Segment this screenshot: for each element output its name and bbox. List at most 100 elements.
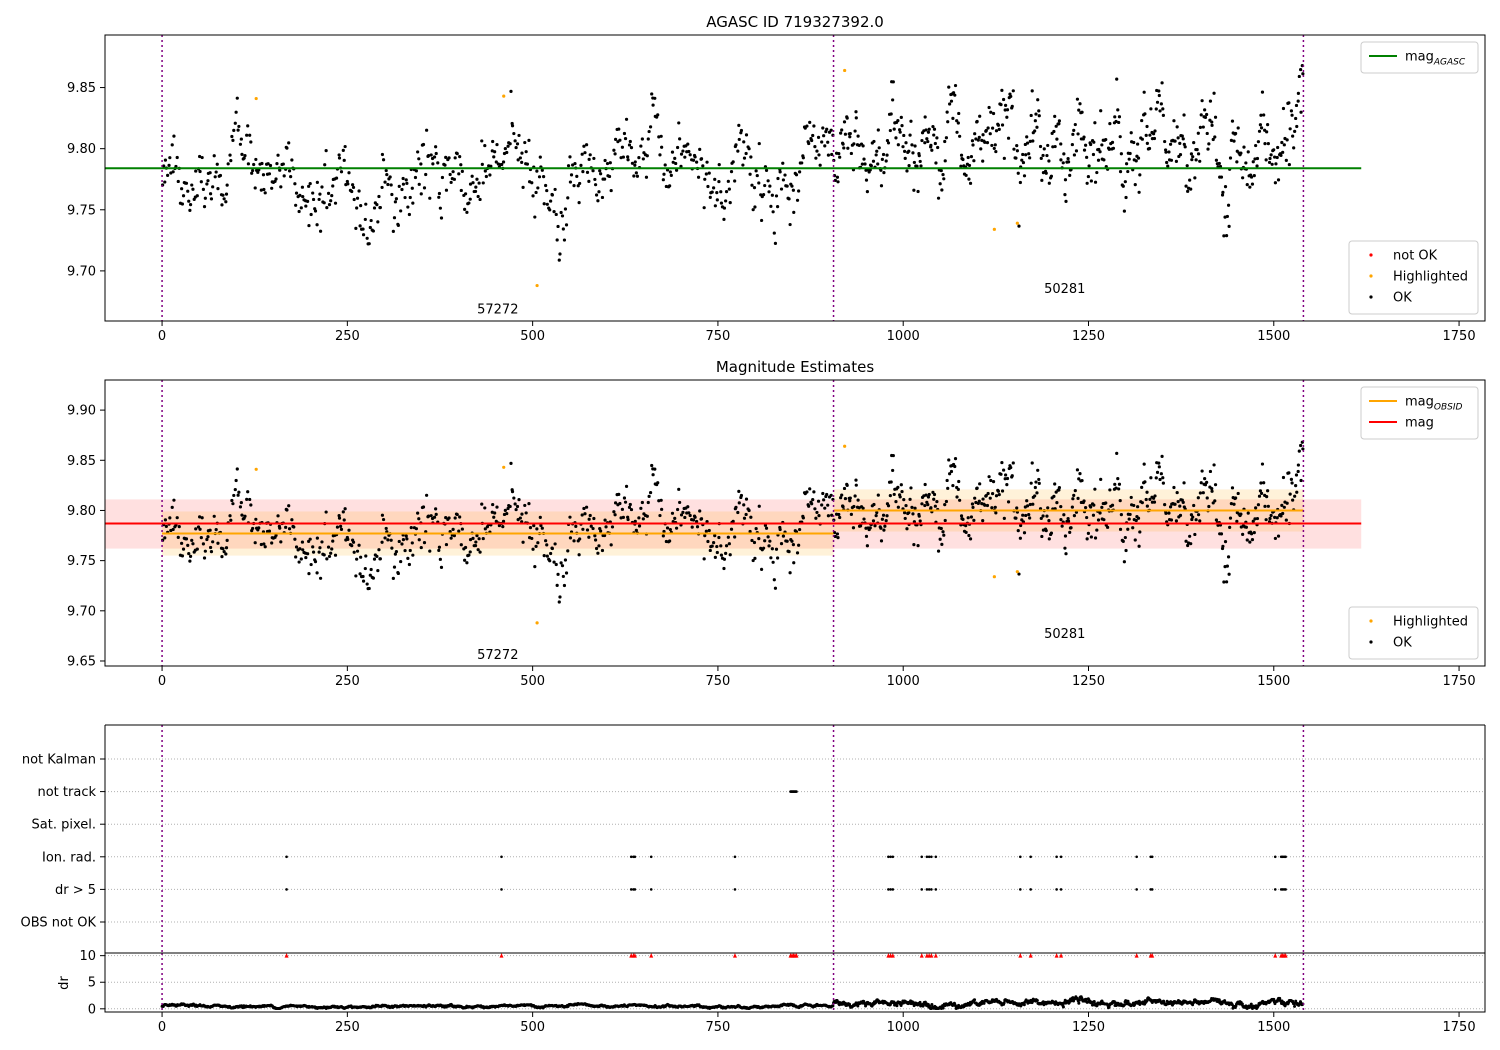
ok-point — [801, 516, 805, 520]
ok-point — [916, 189, 920, 194]
ok-point — [276, 153, 280, 157]
ok-point — [817, 513, 821, 518]
ok-point — [647, 129, 651, 134]
ok-point — [1268, 516, 1272, 521]
ok-point — [536, 541, 540, 545]
ok-point — [1006, 136, 1011, 140]
ok-point — [545, 188, 549, 193]
ok-point — [1037, 114, 1041, 118]
ok-point — [337, 156, 342, 160]
ok-point — [1168, 142, 1173, 146]
ok-point — [1053, 114, 1057, 118]
ok-point — [712, 186, 716, 190]
ok-point — [396, 223, 400, 227]
ok-point — [750, 538, 754, 543]
ok-point — [1028, 502, 1032, 507]
ok-point — [949, 469, 954, 474]
ok-point — [900, 489, 904, 494]
ok-point — [318, 576, 323, 580]
ok-point — [465, 561, 469, 565]
ok-point — [594, 546, 599, 551]
clipped-marker — [1054, 953, 1059, 958]
ok-point — [1040, 178, 1044, 182]
ok-point — [162, 164, 166, 168]
ok-point — [843, 496, 848, 501]
ok-point — [246, 124, 250, 128]
ok-point — [706, 539, 710, 544]
ok-point — [754, 527, 758, 531]
ok-point — [862, 157, 866, 161]
ok-point — [200, 516, 204, 520]
ok-point — [428, 549, 432, 553]
ok-point — [1005, 483, 1009, 487]
ok-point — [500, 162, 504, 167]
ok-point — [1163, 503, 1167, 507]
ok-point — [912, 160, 916, 165]
x-tick-label: 250 — [335, 674, 360, 689]
ok-point — [861, 144, 865, 148]
flag-point — [927, 888, 931, 891]
ok-point — [476, 548, 480, 552]
ok-point — [710, 190, 714, 194]
ok-point — [970, 139, 975, 143]
ok-point — [181, 194, 186, 198]
ok-point — [198, 515, 202, 519]
ok-point — [908, 497, 912, 501]
ok-point — [622, 496, 627, 500]
ok-point — [715, 198, 719, 202]
ok-point — [378, 205, 382, 210]
ok-point — [531, 547, 535, 551]
ok-point — [363, 566, 367, 571]
ok-point — [553, 187, 557, 192]
ok-point — [843, 132, 848, 136]
ok-point — [739, 128, 744, 133]
ok-point — [473, 543, 478, 548]
ok-point — [239, 137, 243, 141]
ok-point — [788, 571, 792, 575]
ok-point — [354, 574, 358, 578]
flag-point — [500, 855, 503, 859]
ok-point — [973, 496, 977, 500]
ok-point — [612, 510, 616, 514]
ok-point — [460, 527, 464, 531]
flag-point — [930, 888, 933, 891]
ok-point — [1091, 152, 1096, 157]
ok-point — [763, 523, 768, 527]
ok-point — [371, 576, 375, 580]
ok-point — [904, 141, 908, 145]
ok-point — [566, 196, 570, 200]
ok-point — [978, 114, 982, 118]
ok-point — [1066, 160, 1071, 164]
ok-point — [363, 217, 367, 222]
ok-point — [246, 162, 251, 166]
ok-point — [1190, 517, 1194, 522]
ok-point — [184, 181, 189, 185]
ok-point — [318, 546, 322, 550]
ok-point — [657, 499, 661, 503]
ok-point — [1099, 477, 1103, 481]
ok-point — [437, 545, 442, 549]
ok-point — [560, 214, 565, 218]
ok-point — [924, 493, 928, 497]
ok-point — [707, 171, 711, 175]
highlighted-point — [992, 227, 996, 231]
ok-point — [854, 483, 858, 487]
clipped-marker — [794, 953, 799, 958]
ok-point — [325, 557, 329, 561]
ok-point — [437, 191, 442, 196]
ok-point — [1116, 477, 1120, 481]
ok-point — [1276, 534, 1281, 538]
ok-point — [648, 490, 653, 495]
ok-point — [238, 505, 243, 509]
ok-point — [860, 162, 864, 166]
ok-point — [999, 103, 1003, 107]
ok-point — [951, 91, 956, 95]
ok-point — [617, 492, 621, 496]
flag-point — [1150, 855, 1154, 859]
ok-point — [279, 185, 283, 189]
ok-point — [480, 139, 484, 143]
ok-point — [713, 555, 717, 559]
ok-point — [896, 505, 900, 509]
ok-point — [249, 503, 253, 507]
axes-frame — [104, 379, 1486, 667]
